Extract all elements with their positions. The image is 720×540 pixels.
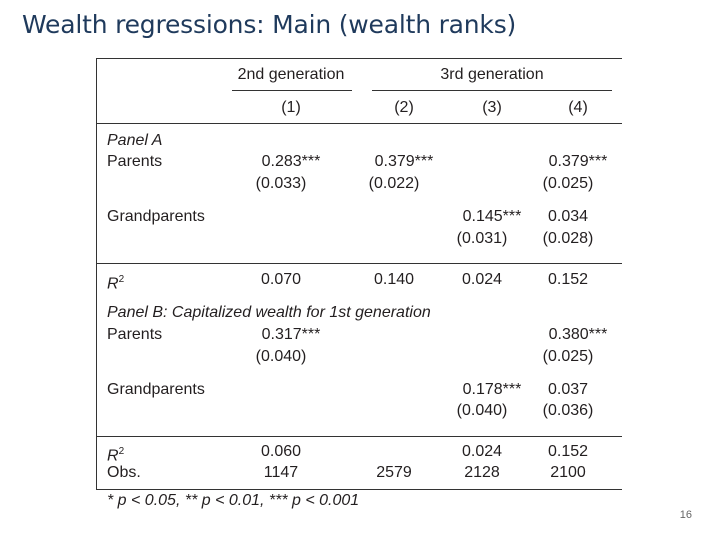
panel-b-parents-se-4: (0.025) [542,348,594,365]
obs-3: 2128 [464,464,500,481]
obs-2: 2579 [376,464,412,481]
column-number-1: (1) [281,99,301,116]
column-number-3: (3) [482,99,502,116]
table-left-border [96,58,97,490]
panel-a-grandparents-se-4: (0.028) [542,230,594,247]
obs-4: 2100 [550,464,586,481]
panel-a-grandparents-coef-4: 0.034 [547,208,589,225]
panel-b-r2-1: 0.060 [260,443,302,460]
panel-b-r2-letter: R [107,447,119,465]
column-number-2: (2) [394,99,414,116]
panel-b-grandparents-se-4: (0.036) [542,402,594,419]
panel-a-parents-coef-2: 0.379*** [374,153,434,170]
panel-b-parents-se-1: (0.040) [255,348,307,365]
panel-b-label: Panel B: Capitalized wealth for 1st gene… [107,304,431,321]
panel-a-r2-letter: R [107,275,119,293]
panel-b-r2-label: R2 [107,443,124,465]
panel-b-grandparents-coef-3: 0.178*** [462,381,522,398]
panel-a-parents-se-2: (0.022) [368,175,420,192]
table-top-rule [96,58,622,59]
slide-title: Wealth regressions: Main (wealth ranks) [22,10,517,39]
group-underline-2nd [232,90,352,91]
panel-b-r2-4: 0.152 [547,443,589,460]
group-underline-3rd [372,90,612,91]
panel-b-parents-coef-4: 0.380*** [548,326,608,343]
panel-b-parents-coef-1: 0.317*** [261,326,321,343]
table-bottom-rule [96,489,622,490]
obs-label: Obs. [107,464,141,481]
significance-footnote: * p < 0.05, ** p < 0.01, *** p < 0.001 [107,492,360,509]
panel-b-rule [96,436,622,437]
panel-b-parents-label: Parents [107,326,163,343]
panel-a-parents-label: Parents [107,153,163,170]
obs-1: 1147 [263,464,299,481]
panel-b-grandparents-coef-4: 0.037 [547,381,589,398]
panel-a-label: Panel A [107,132,163,149]
panel-b-grandparents-se-3: (0.040) [456,402,508,419]
panel-a-parents-se-4: (0.025) [542,175,594,192]
panel-a-grandparents-se-3: (0.031) [456,230,508,247]
panel-a-parents-coef-1: 0.283*** [261,153,321,170]
panel-a-rule [96,263,622,264]
panel-a-r2-4: 0.152 [547,271,589,288]
panel-a-parents-coef-4: 0.379*** [548,153,608,170]
panel-b-r2-superscript: 2 [118,446,125,457]
column-number-4: (4) [568,99,588,116]
panel-a-r2-superscript: 2 [118,274,125,285]
group-header-2nd: 2nd generation [237,66,345,83]
panel-a-r2-1: 0.070 [260,271,302,288]
panel-a-parents-se-1: (0.033) [255,175,307,192]
panel-b-r2-3: 0.024 [461,443,503,460]
panel-a-grandparents-label: Grandparents [107,208,205,225]
group-header-3rd: 3rd generation [440,66,544,83]
panel-a-r2-label: R2 [107,271,124,293]
panel-a-grandparents-coef-3: 0.145*** [462,208,522,225]
header-rule [96,123,622,124]
panel-a-r2-2: 0.140 [373,271,415,288]
panel-b-grandparents-label: Grandparents [107,381,205,398]
page-number: 16 [679,509,692,521]
panel-a-r2-3: 0.024 [461,271,503,288]
